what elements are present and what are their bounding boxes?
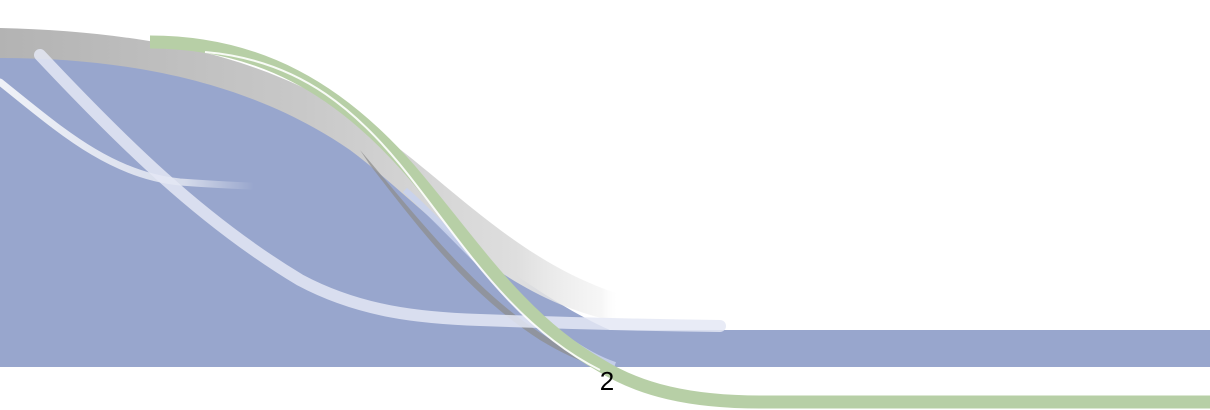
page-number: 2 [599,366,615,396]
white-ribbon-upper [0,78,414,194]
green-highlight [204,51,601,371]
gray-swoosh [0,28,860,332]
blue-band [0,55,1210,367]
white-ribbon-lower [34,49,726,332]
